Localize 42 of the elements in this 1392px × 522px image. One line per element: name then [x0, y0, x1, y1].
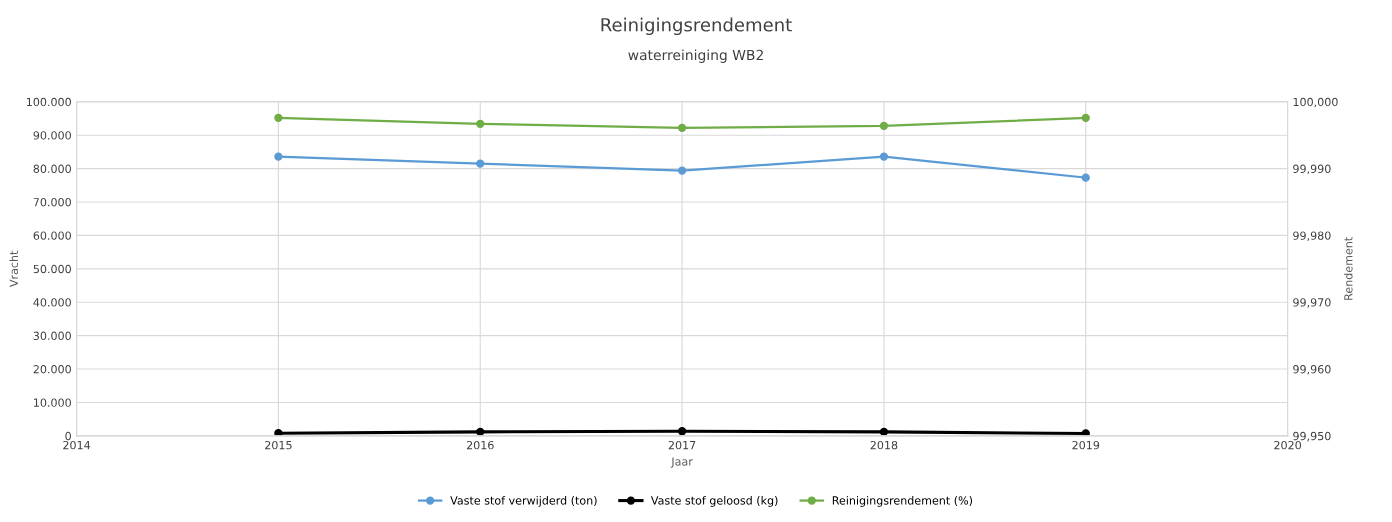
y2-tick-label: 99,990 [1293, 164, 1331, 175]
y-tick-label: 80.000 [33, 164, 71, 173]
point [879, 152, 889, 161]
point [274, 152, 283, 161]
y-tick-label: 90.000 [33, 131, 71, 140]
y-tick-label: 0 [65, 431, 71, 441]
point [879, 427, 889, 436]
y2-tick-label: 99,960 [1293, 365, 1331, 375]
point [1081, 429, 1090, 436]
y-axis-title: Vracht [9, 250, 19, 287]
chart-title: Reinigingsrendement [601, 17, 792, 36]
y-tick-label: 60.000 [33, 231, 71, 240]
point [677, 427, 687, 436]
y2-tick-label: 100,000 [1293, 97, 1338, 108]
point [476, 159, 485, 168]
y2-tick-label: 99,970 [1293, 298, 1331, 308]
y-tick-label: 70.000 [33, 197, 71, 207]
point [1081, 173, 1090, 182]
x-tick-label: 2019 [1072, 440, 1100, 450]
y2-tick-label: 99,950 [1293, 431, 1331, 442]
x-tick-label: 2017 [668, 440, 696, 450]
y-tick-label: 50.000 [33, 264, 71, 274]
y2-tick-label: 99,980 [1293, 231, 1331, 241]
y2-axis-title: Rendement [1343, 237, 1353, 300]
y-tick-label: 20.000 [33, 365, 71, 374]
y-tick-label: 100.000 [26, 97, 71, 107]
y-tick-label: 30.000 [33, 331, 71, 341]
point [274, 429, 283, 436]
y-tick-label: 10.000 [34, 398, 71, 407]
x-tick-label: 2015 [265, 440, 292, 450]
x-tick-label: 2014 [63, 440, 91, 450]
legend-label: Vaste stof geloosd (kg) [650, 496, 778, 507]
y-tick-label: 40.000 [33, 298, 71, 307]
point [677, 166, 687, 175]
chart-subtitle: waterreiniging WB2 [628, 49, 763, 63]
x-tick-label: 2018 [870, 440, 898, 450]
x-axis-title: Jaar [670, 457, 693, 468]
legend-label: Vaste stof verwijderd (ton) [450, 496, 597, 507]
x-tick-label: 2016 [466, 440, 494, 450]
x-tick-label: 2020 [1274, 440, 1301, 450]
legend-label: Reinigingsrendement (%) [832, 496, 973, 507]
point [476, 427, 485, 436]
